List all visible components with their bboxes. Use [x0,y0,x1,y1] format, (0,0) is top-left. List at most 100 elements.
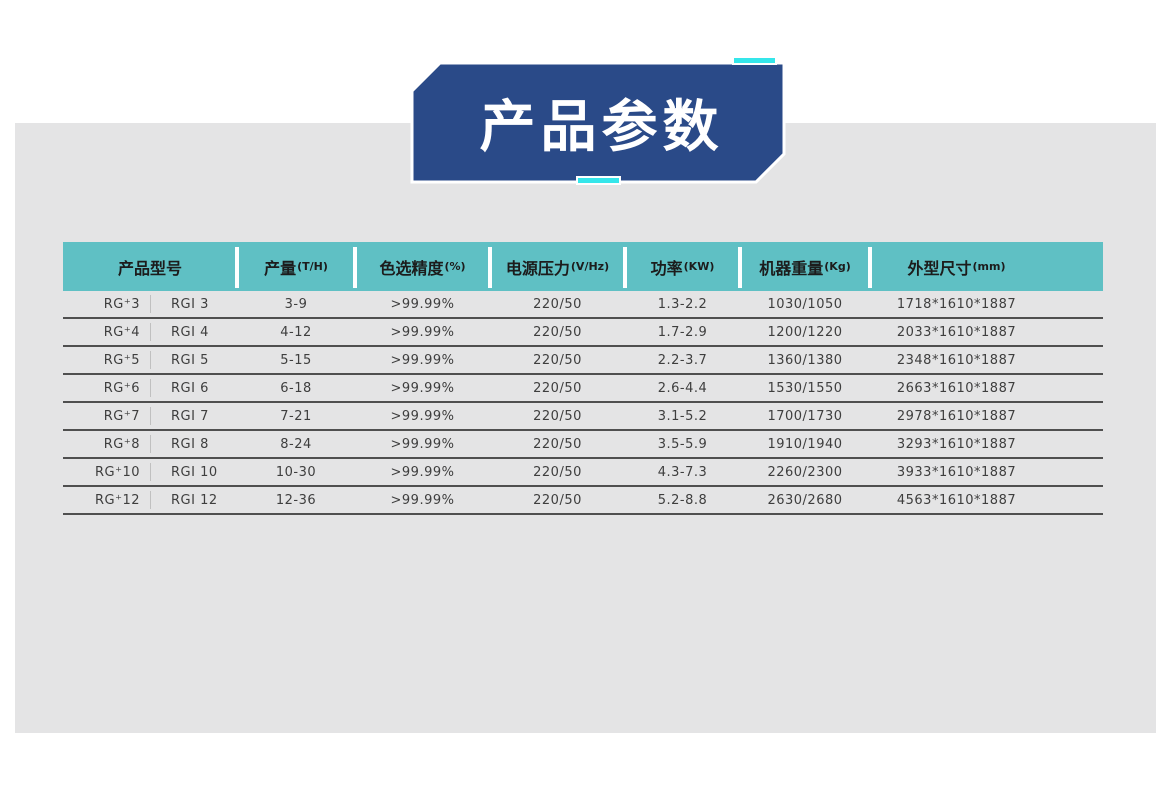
cell-accuracy: >99.99% [390,408,455,424]
column-header-label: 产量 [264,258,297,278]
cell-output: 10-30 [275,464,317,480]
cell-model: RG⁺12 RGI 12 [63,487,237,513]
cell-power: 1.7-2.9 [657,324,708,340]
model-plus-label: RG⁺4 [103,324,140,340]
cell-model: RG⁺6 RGI 6 [63,375,237,401]
table-row: RG⁺3 RGI 3 3-9 >99.99% 220/50 1.3-2.2 1030/105… [63,291,1103,319]
model-divider [150,491,151,509]
table-row: RG⁺4 RGI 4 4-12 >99.99% 220/50 1.7-2.9 1200/12… [63,319,1103,347]
model-divider [150,295,151,313]
cell-dimensions: 4563*1610*1887 [896,492,1017,508]
table-body: RG⁺3 RGI 3 3-9 >99.99% 220/50 1.3-2.2 1030/105… [63,291,1103,515]
model-rgi-label: RGI 6 [171,380,209,396]
cell-power: 3.1-5.2 [657,408,708,424]
cell-power: 1.3-2.2 [657,296,708,312]
cell-model: RG⁺10 RGI 10 [63,459,237,485]
cell-weight: 2260/2300 [767,464,843,480]
cell-weight: 1910/1940 [767,436,843,452]
model-divider [150,463,151,481]
model-plus-label: RG⁺10 [94,464,140,480]
model-divider [150,379,151,397]
cell-model: RG⁺3 RGI 3 [63,291,237,317]
column-header: 色选精度 (%) [355,242,492,291]
cell-voltage: 220/50 [533,380,582,396]
cell-weight: 1200/1220 [767,324,843,340]
cell-output: 12-36 [275,492,317,508]
cell-weight: 1030/1050 [767,296,843,312]
column-header: 产品型号 [63,242,239,291]
column-header: 电源压力 (V/Hz) [490,242,627,291]
model-rgi-label: RGI 8 [171,436,209,452]
model-plus-label: RG⁺8 [103,436,140,452]
cell-power: 2.2-3.7 [657,352,708,368]
column-header: 外型尺寸 (mm) [870,242,1103,291]
model-divider [150,435,151,453]
model-divider [150,323,151,341]
cell-voltage: 220/50 [533,296,582,312]
cell-accuracy: >99.99% [390,380,455,396]
cell-accuracy: >99.99% [390,296,455,312]
column-header-label: 功率 [650,258,683,278]
model-divider [150,351,151,369]
model-rgi-label: RGI 7 [171,408,209,424]
cell-output: 8-24 [280,436,312,452]
cell-dimensions: 1718*1610*1887 [896,296,1017,312]
model-plus-label: RG⁺6 [103,380,140,396]
table-row: RG⁺12 RGI 12 12-36 >99.99% 220/50 5.2-8.8 2630… [63,487,1103,515]
cell-output: 7-21 [280,408,312,424]
cell-voltage: 220/50 [533,324,582,340]
banner-accent-bottom-icon [576,176,621,185]
cell-dimensions: 2033*1610*1887 [896,324,1017,340]
model-plus-label: RG⁺12 [94,492,140,508]
banner-accent-top-icon [732,56,777,65]
column-header-label: 电源压力 [505,258,570,278]
cell-voltage: 220/50 [533,352,582,368]
cell-dimensions: 2978*1610*1887 [896,408,1017,424]
cell-model: RG⁺4 RGI 4 [63,319,237,345]
cell-weight: 1530/1550 [767,380,843,396]
cell-dimensions: 2663*1610*1887 [896,380,1017,396]
cell-output: 3-9 [284,296,308,312]
cell-dimensions: 3293*1610*1887 [896,436,1017,452]
spec-table: 产品型号 产量 (T/H) 色选精度 (%) 电源压力 (V/Hz) 功率 (KW) 机器重量 (K… [63,242,1103,515]
cell-accuracy: >99.99% [390,352,455,368]
title-banner: 产品参数 [410,54,790,192]
column-header-label: 色选精度 [379,258,444,278]
model-rgi-label: RGI 3 [171,296,209,312]
table-row: RG⁺10 RGI 10 10-30 >99.99% 220/50 4.3-7.3 2260… [63,459,1103,487]
cell-weight: 1360/1380 [767,352,843,368]
cell-voltage: 220/50 [533,436,582,452]
column-header-unit: (Kg) [824,260,851,273]
cell-voltage: 220/50 [533,464,582,480]
column-header-unit: (T/H) [297,260,328,273]
model-divider [150,407,151,425]
table-header-row: 产品型号 产量 (T/H) 色选精度 (%) 电源压力 (V/Hz) 功率 (KW) 机器重量 (K… [63,242,1103,291]
model-plus-label: RG⁺7 [103,408,140,424]
cell-weight: 2630/2680 [767,492,843,508]
column-header-label: 机器重量 [759,258,824,278]
cell-power: 4.3-7.3 [657,464,708,480]
model-rgi-label: RGI 4 [171,324,209,340]
cell-output: 5-15 [280,352,312,368]
cell-accuracy: >99.99% [390,436,455,452]
column-header: 产量 (T/H) [237,242,357,291]
cell-dimensions: 2348*1610*1887 [896,352,1017,368]
column-header-unit: (mm) [972,260,1006,273]
table-row: RG⁺6 RGI 6 6-18 >99.99% 220/50 2.6-4.4 1530/15… [63,375,1103,403]
cell-power: 5.2-8.8 [657,492,708,508]
column-header-label: 产品型号 [117,258,182,278]
cell-output: 4-12 [280,324,312,340]
cell-accuracy: >99.99% [390,492,455,508]
cell-weight: 1700/1730 [767,408,843,424]
cell-output: 6-18 [280,380,312,396]
column-header-unit: (%) [444,260,466,273]
cell-voltage: 220/50 [533,408,582,424]
column-header: 机器重量 (Kg) [740,242,872,291]
model-rgi-label: RGI 5 [171,352,209,368]
column-header: 功率 (KW) [625,242,742,291]
cell-accuracy: >99.99% [390,464,455,480]
model-plus-label: RG⁺3 [103,296,140,312]
content-panel [15,123,1156,733]
model-rgi-label: RGI 10 [171,464,218,480]
page-title: 产品参数 [479,95,724,160]
